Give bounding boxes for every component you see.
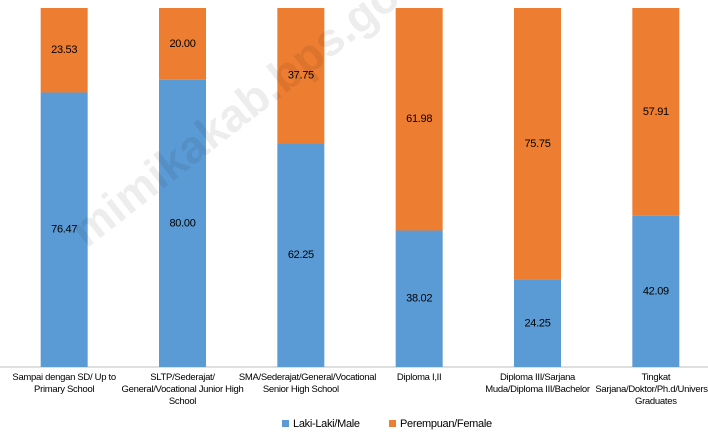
legend-swatch bbox=[282, 420, 289, 427]
bar-segment bbox=[632, 215, 680, 367]
data-label: 24.25 bbox=[524, 317, 550, 329]
data-label: 42.09 bbox=[643, 285, 669, 297]
data-label: 37.75 bbox=[288, 70, 314, 82]
bar-segment bbox=[40, 92, 88, 367]
data-label: 57.91 bbox=[643, 106, 669, 118]
legend-swatch bbox=[389, 420, 396, 427]
data-label: 23.53 bbox=[51, 44, 77, 56]
data-label: 38.02 bbox=[406, 293, 432, 305]
bar-segment bbox=[159, 8, 206, 80]
bar-segment bbox=[277, 8, 325, 144]
bar-segment bbox=[395, 8, 443, 231]
x-tick-label: Sampai dengan SD/ Up to Primary School bbox=[12, 372, 116, 395]
x-tick-label: Diploma I,II bbox=[396, 372, 442, 383]
legend-label: Laki-Laki/Male bbox=[293, 418, 360, 430]
bar-segment bbox=[514, 279, 561, 367]
data-label: 20.00 bbox=[169, 38, 195, 50]
data-label: 75.75 bbox=[524, 138, 550, 150]
bar-segment bbox=[159, 79, 206, 368]
bar-segment bbox=[395, 230, 443, 367]
x-tick-label: Diploma III/Sarjana Muda/Diploma III/Bac… bbox=[485, 372, 590, 395]
bar-segment bbox=[277, 143, 325, 367]
data-label: 61.98 bbox=[406, 113, 432, 125]
bar-segment bbox=[40, 8, 88, 93]
x-tick-label: SLTP/Sederajat/ General/Vocational Junio… bbox=[121, 372, 244, 407]
bar-segment bbox=[632, 8, 680, 216]
x-tick-label: Tingkat Sarjana/Doktor/Ph.d/University G… bbox=[595, 372, 708, 407]
data-label: 80.00 bbox=[169, 217, 195, 229]
data-label: 62.25 bbox=[288, 249, 314, 261]
x-tick-label: SMA/Sederajat/General/Vocational Senior … bbox=[238, 372, 377, 395]
data-label: 76.47 bbox=[51, 224, 77, 236]
legend-label: Perempuan/Female bbox=[400, 418, 492, 430]
bar-segment bbox=[514, 8, 561, 280]
